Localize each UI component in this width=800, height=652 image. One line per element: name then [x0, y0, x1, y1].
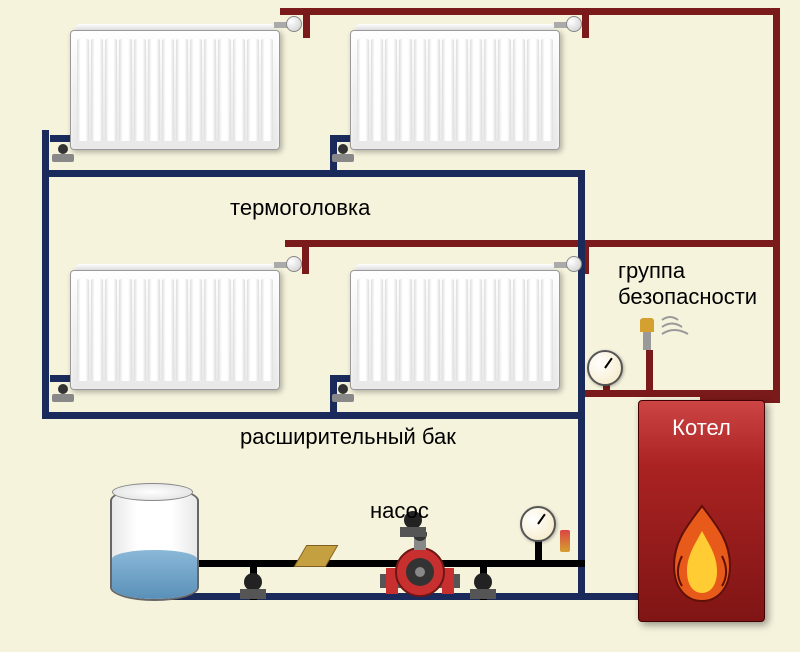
tank-water — [112, 550, 197, 600]
safety-valve-icon — [640, 318, 654, 350]
cold-pipe — [330, 135, 352, 142]
valve-icon — [332, 388, 354, 402]
cold-pipe — [50, 375, 72, 382]
hot-pipe — [646, 350, 653, 395]
pump — [380, 532, 460, 602]
inline-valve-icon — [470, 573, 496, 599]
boiler-label: Котел — [639, 401, 764, 441]
relief-valve-icon — [560, 530, 570, 552]
cold-pipe — [330, 375, 352, 382]
radiator — [350, 30, 560, 150]
inline-valve-icon — [240, 573, 266, 599]
expansion-tank-label: расширительный бак — [240, 424, 456, 450]
cold-pipe — [42, 412, 584, 419]
cold-pipe — [42, 375, 49, 417]
safety-group-label: группа безопасности — [618, 258, 757, 310]
cold-pipe — [578, 593, 643, 600]
valve-icon — [52, 148, 74, 162]
cold-pipe — [50, 135, 72, 142]
steam-icon — [660, 312, 710, 347]
cold-pipe — [578, 170, 585, 600]
thermostat-icon — [274, 16, 302, 36]
expansion-tank — [110, 487, 195, 597]
radiator — [70, 270, 280, 390]
hot-pipe — [302, 240, 309, 274]
thermohead-label: термоголовка — [230, 195, 370, 221]
hot-pipe — [280, 8, 780, 15]
radiator — [70, 30, 280, 150]
pressure-gauge-icon — [587, 350, 623, 386]
hot-pipe — [303, 8, 310, 38]
thermostat-icon — [554, 256, 582, 276]
hot-pipe — [773, 8, 780, 403]
thermostat-icon — [274, 256, 302, 276]
cold-pipe — [152, 593, 582, 600]
valve-icon — [332, 148, 354, 162]
thermostat-icon — [554, 16, 582, 36]
boiler: Котел — [638, 400, 765, 622]
hot-pipe — [285, 240, 780, 247]
pressure-gauge-icon — [520, 506, 556, 542]
flame-icon — [662, 501, 742, 606]
cold-pipe — [42, 170, 582, 177]
black-pipe — [535, 540, 542, 565]
radiator — [350, 270, 560, 390]
valve-icon — [52, 388, 74, 402]
pump-label: насос — [370, 498, 429, 524]
hot-pipe — [582, 8, 589, 38]
hot-pipe — [580, 390, 780, 397]
